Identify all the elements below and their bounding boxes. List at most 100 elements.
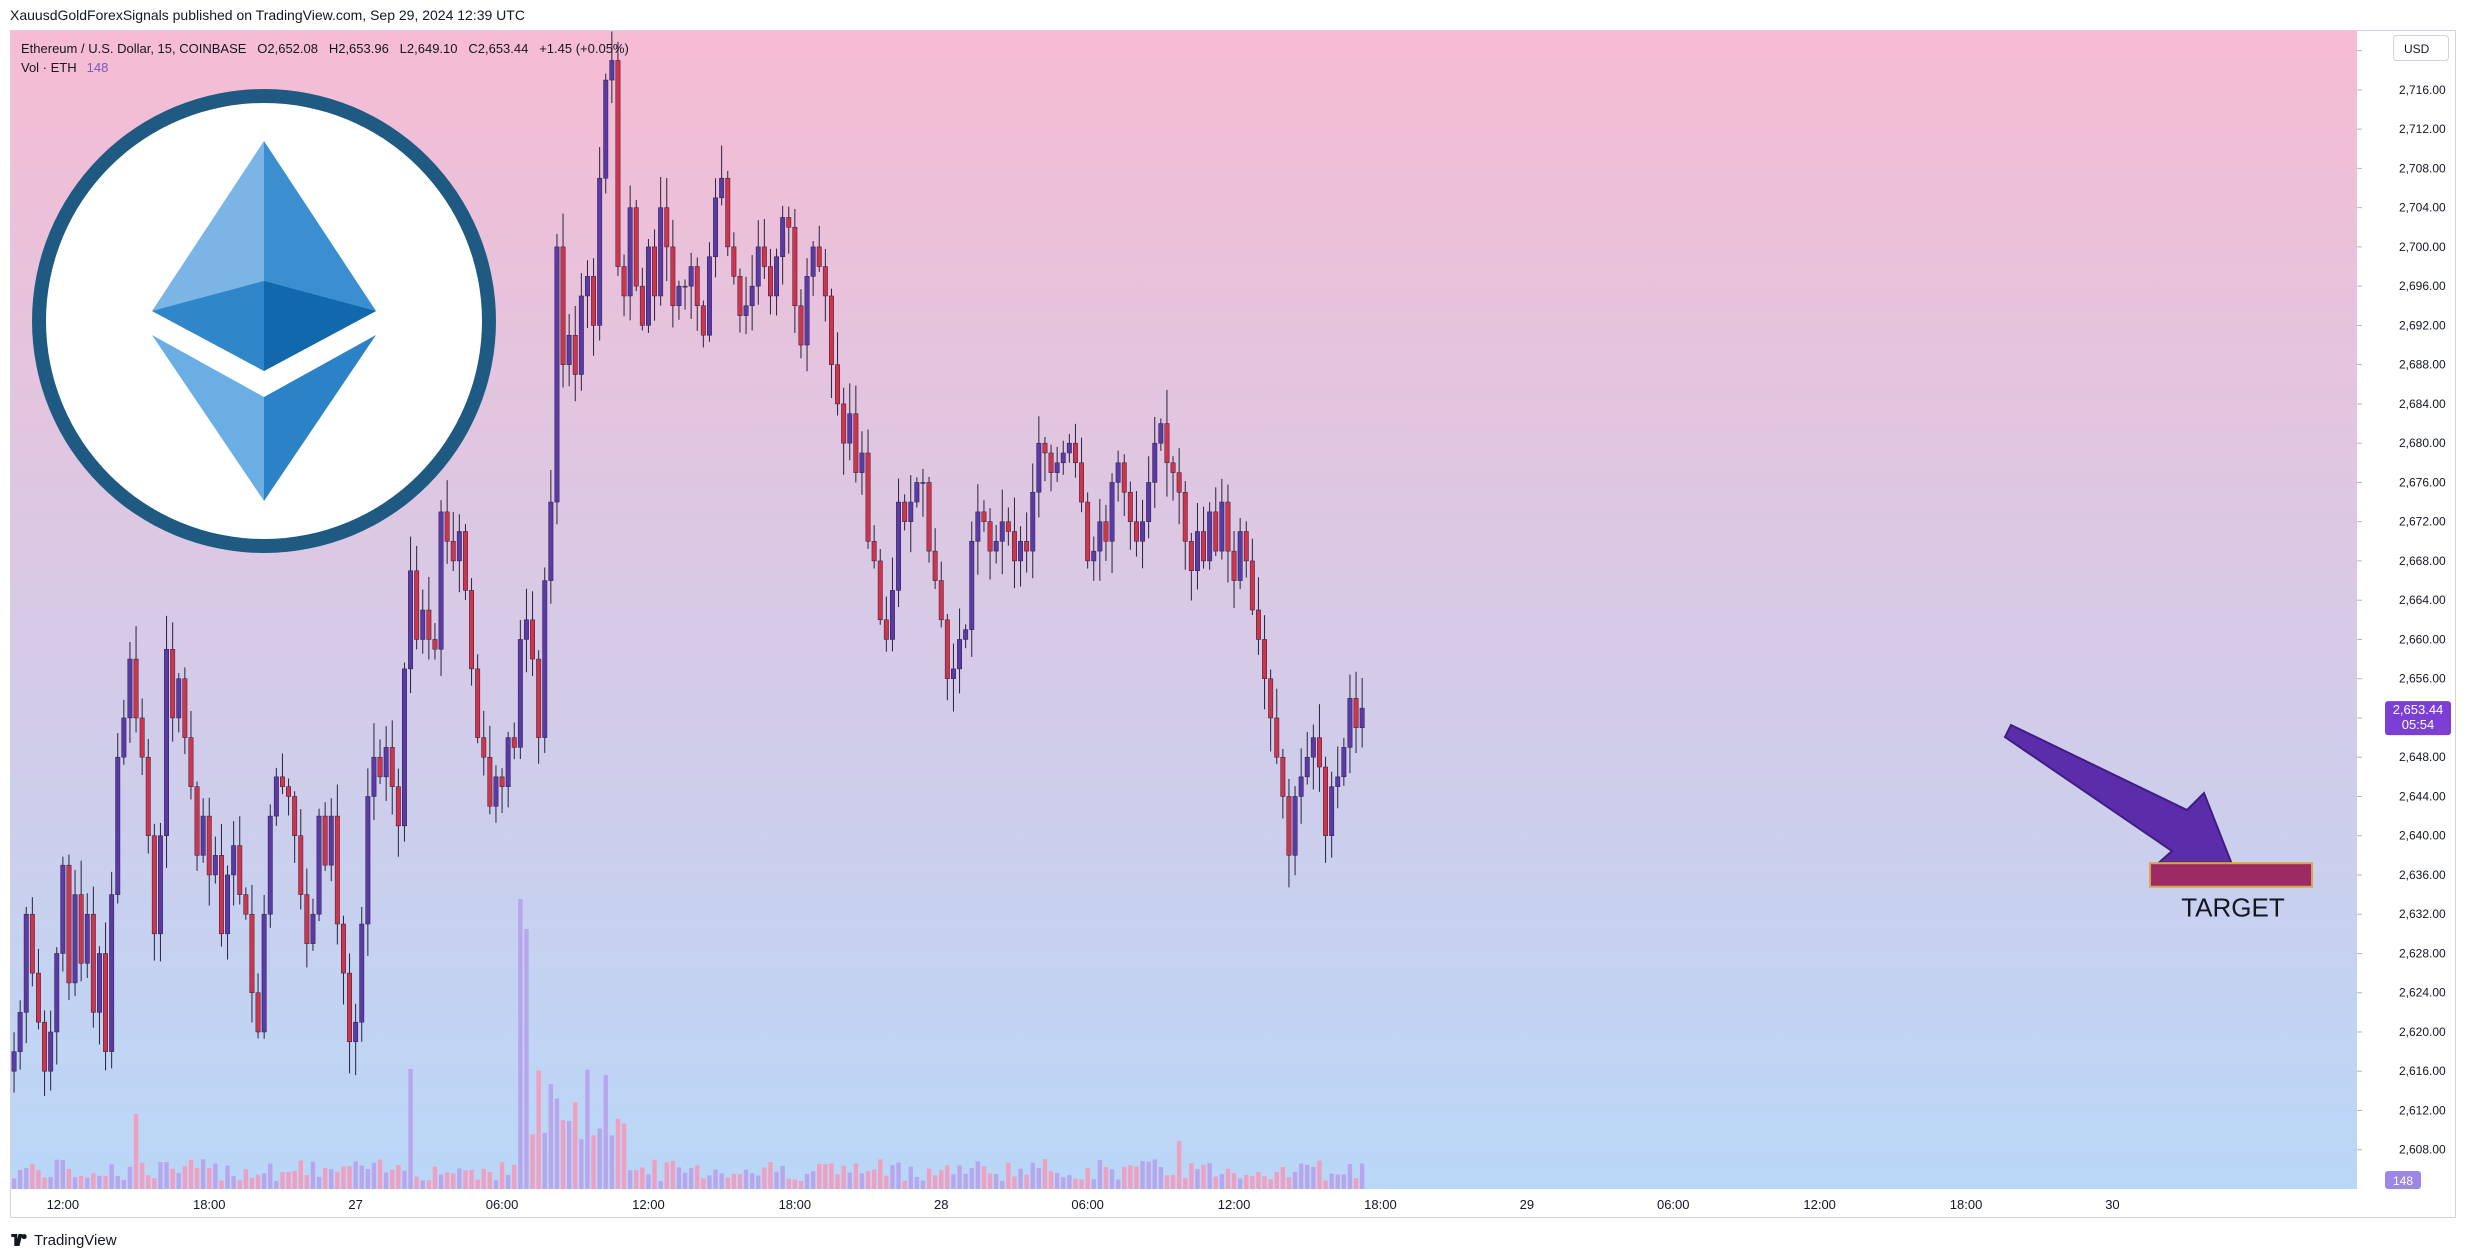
candle — [1231, 531, 1237, 608]
price-tick-label: 2,692.00 — [2399, 318, 2446, 332]
candle — [243, 887, 249, 920]
candle — [499, 768, 505, 813]
volume-bar — [688, 1167, 694, 1189]
volume-bar — [1109, 1169, 1115, 1189]
volume-bar — [1231, 1173, 1237, 1189]
volume-bar — [329, 1169, 334, 1189]
price-tick-label: 2,656.00 — [2399, 672, 2446, 686]
volume-bar — [981, 1166, 987, 1189]
price-tick-label: 2,636.00 — [2399, 868, 2446, 882]
volume-bar — [261, 1173, 267, 1189]
candle — [438, 500, 444, 676]
volume-bar — [54, 1159, 59, 1189]
volume-bar — [1030, 1162, 1035, 1189]
volume-bar — [268, 1163, 273, 1189]
candle — [1274, 688, 1280, 765]
time-tick-label: 12:00 — [47, 1197, 80, 1212]
volume-bar — [109, 1164, 114, 1189]
volume-bar — [1341, 1174, 1347, 1189]
currency-button[interactable]: USD — [2393, 35, 2449, 61]
candle — [1310, 724, 1316, 790]
volume-bar — [335, 1171, 340, 1189]
volume-bar — [841, 1165, 846, 1189]
candle — [987, 508, 993, 580]
volume-bar — [304, 1175, 310, 1189]
price-tick-label: 2,688.00 — [2399, 358, 2446, 372]
candle — [1182, 481, 1188, 570]
time-axis[interactable]: 12:00 18:00 27 06:00 12:00 18:00 28 06:00 12:00 1… — [47, 1197, 2120, 1212]
volume-bar — [85, 1177, 90, 1189]
volume-bar — [231, 1175, 236, 1189]
volume-label[interactable]: Vol · ETH — [21, 60, 77, 75]
candle — [542, 567, 548, 753]
candle — [1304, 731, 1310, 785]
volume-bar — [1054, 1173, 1060, 1189]
target-zone[interactable] — [2149, 862, 2313, 888]
volume-bar — [255, 1174, 261, 1189]
time-tick-label: 12:00 — [1803, 1197, 1836, 1212]
candle — [853, 385, 859, 483]
volume-bar — [91, 1173, 96, 1189]
candle — [676, 280, 682, 320]
candle — [1286, 778, 1292, 888]
volume-bar — [1189, 1163, 1194, 1189]
candle — [359, 906, 365, 1042]
candle — [883, 596, 889, 652]
volume-bar — [475, 1179, 480, 1189]
candle — [658, 176, 664, 306]
price-chart[interactable]: 2,608.00 2,612.00 2,616.00 2,620.00 2,624.00… — [11, 31, 2456, 1218]
volume-bar — [804, 1173, 810, 1189]
price-tick-label: 2,704.00 — [2399, 201, 2446, 215]
footer-brand: TradingView — [10, 1230, 117, 1250]
volume-bar — [487, 1172, 493, 1189]
candle — [786, 206, 792, 254]
candle — [896, 478, 901, 607]
candle — [829, 288, 834, 399]
candle — [1317, 704, 1322, 792]
candle — [566, 313, 572, 387]
candle — [524, 588, 529, 673]
candle — [1188, 532, 1194, 601]
volume-bar — [158, 1162, 163, 1189]
candle — [133, 626, 139, 733]
candle — [517, 620, 523, 760]
candle — [572, 305, 578, 402]
volume-bar — [853, 1163, 859, 1189]
volume-bar — [725, 1177, 730, 1189]
candle — [347, 953, 353, 1074]
candle — [432, 623, 438, 660]
volume-bar — [1298, 1163, 1304, 1189]
time-tick-label: 18:00 — [1364, 1197, 1397, 1212]
chart-panel[interactable]: 2,608.00 2,612.00 2,616.00 2,620.00 2,624.00… — [10, 30, 2456, 1218]
volume-bar — [1067, 1174, 1072, 1189]
volume-bar — [823, 1164, 828, 1189]
volume-bar — [908, 1166, 913, 1189]
price-tick-label: 2,640.00 — [2399, 829, 2446, 843]
candle — [1243, 521, 1249, 578]
volume-bar — [383, 1172, 389, 1189]
candle — [615, 41, 621, 277]
volume-bar — [548, 1084, 554, 1189]
volume-bar — [219, 1180, 224, 1189]
volume-bar — [11, 1178, 17, 1189]
volume-bar — [249, 1177, 255, 1189]
volume-bar — [146, 1175, 151, 1189]
price-tick-label: 2,708.00 — [2399, 161, 2446, 175]
volume-bar — [237, 1180, 242, 1189]
volume-bar — [280, 1172, 285, 1189]
volume-bar — [1128, 1165, 1133, 1189]
volume-bar — [207, 1168, 212, 1189]
price-tick-label: 2,664.00 — [2399, 593, 2446, 607]
volume-bar — [17, 1169, 23, 1189]
volume-bar — [1353, 1178, 1359, 1189]
candle — [1262, 615, 1267, 710]
volume-bar — [505, 1174, 511, 1189]
volume-bar — [1262, 1176, 1267, 1189]
candle — [1329, 771, 1335, 858]
volume-bar — [414, 1176, 419, 1189]
volume-bar — [1140, 1161, 1145, 1189]
volume-bar — [554, 1098, 560, 1189]
symbol-title[interactable]: Ethereum / U.S. Dollar, 15, COINBASE — [21, 41, 247, 56]
volume-value: 148 — [86, 60, 109, 75]
volume-bar — [97, 1175, 102, 1189]
